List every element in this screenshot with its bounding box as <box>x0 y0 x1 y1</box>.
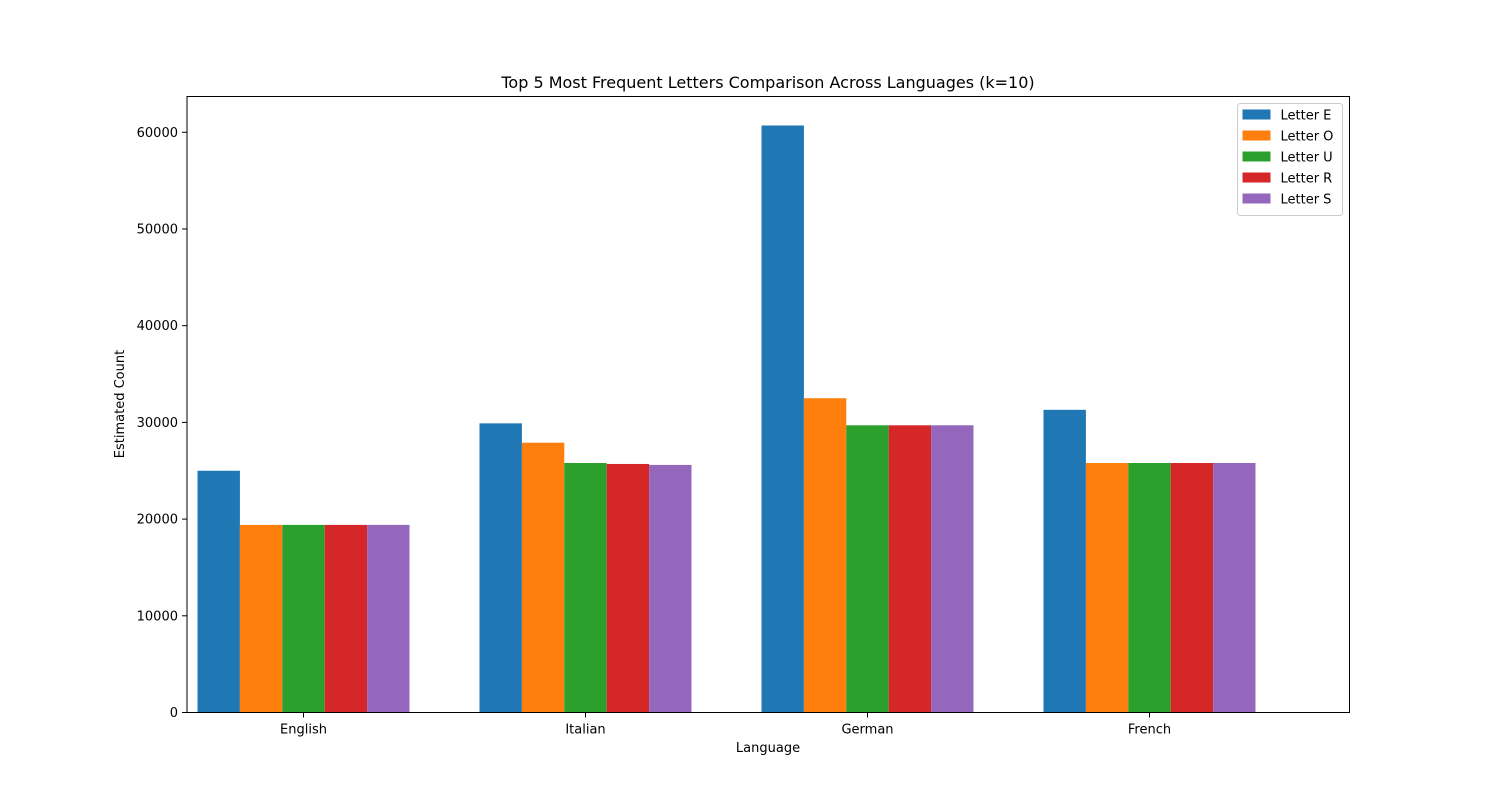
y-tick-label: 30000 <box>137 416 178 431</box>
legend-swatch <box>1242 172 1271 183</box>
bar-letter-s-italian <box>649 464 692 713</box>
x-axis-label: Language <box>736 741 800 756</box>
bar-letter-s-english <box>367 524 410 713</box>
y-axis-label: Estimated Count <box>113 350 128 458</box>
bars-layer <box>197 125 1256 713</box>
x-tick-label: English <box>280 723 327 738</box>
legend-label: Letter R <box>1281 172 1333 187</box>
legend-label: Letter S <box>1281 193 1332 208</box>
bar-letter-r-english <box>324 524 368 713</box>
y-tick-label: 60000 <box>137 126 178 141</box>
legend: Letter E Letter O Letter U Letter R Letter S <box>1237 103 1343 216</box>
legend-swatch <box>1242 130 1271 141</box>
bar-letter-o-french <box>1085 463 1129 713</box>
bar-letter-r-french <box>1170 463 1214 713</box>
bar-letter-e-french <box>1043 409 1086 713</box>
x-axis: English Italian German French <box>280 712 1171 738</box>
y-tick-label: 20000 <box>137 513 178 528</box>
y-axis: 0 10000 20000 30000 40000 50000 60000 <box>137 126 187 721</box>
bar-letter-r-german <box>888 425 932 713</box>
bar-letter-u-german <box>846 425 889 713</box>
y-tick-label: 10000 <box>137 609 178 624</box>
y-tick-label: 50000 <box>137 222 178 237</box>
bar-letter-o-english <box>239 524 283 713</box>
bar-letter-u-italian <box>564 463 607 713</box>
bar-letter-e-english <box>197 470 240 713</box>
x-tick-label: German <box>841 723 893 738</box>
bar-letter-r-italian <box>606 463 650 713</box>
bar-letter-u-french <box>1128 463 1171 713</box>
legend-label: Letter U <box>1281 151 1333 166</box>
x-tick-label: Italian <box>565 723 605 738</box>
legend-label: Letter E <box>1281 109 1332 124</box>
legend-swatch <box>1242 151 1271 162</box>
legend-label: Letter O <box>1281 130 1334 145</box>
legend-swatch <box>1242 109 1271 120</box>
bar-letter-s-french <box>1213 463 1256 713</box>
y-tick-label: 40000 <box>137 319 178 334</box>
plot-frame <box>186 96 1350 713</box>
bar-letter-o-german <box>803 398 847 713</box>
x-tick-label: French <box>1128 723 1171 738</box>
legend-swatch <box>1242 193 1271 204</box>
bar-letter-s-german <box>931 425 974 713</box>
chart-title: Top 5 Most Frequent Letters Comparison A… <box>500 73 1034 92</box>
bar-letter-u-english <box>282 524 325 713</box>
y-tick-label: 0 <box>170 706 178 721</box>
bar-letter-e-italian <box>479 423 522 713</box>
bar-letter-e-german <box>761 125 804 713</box>
bar-letter-o-italian <box>521 442 565 713</box>
